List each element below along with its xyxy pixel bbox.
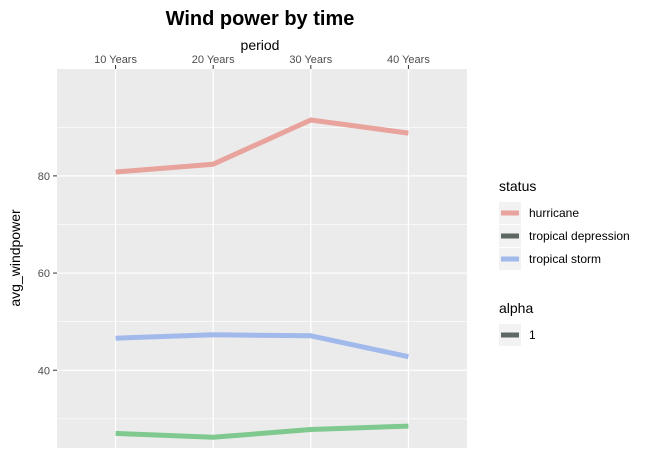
series-line-tropical-storm [115, 332, 409, 360]
y-axis-ticks: 40 60 80 [38, 171, 57, 377]
legend-label: hurricane [529, 206, 579, 220]
series-line-hurricane [115, 117, 409, 175]
legend-label: tropical storm [529, 252, 601, 266]
series-line-tropical-depression [115, 423, 409, 440]
legend-status: status hurricane tropical depression tropic… [499, 178, 630, 270]
legend-alpha: alpha 1 [499, 300, 536, 346]
y-tick-label: 40 [38, 365, 50, 377]
x-axis-ticks: 10 Years 20 Years 30 Years 40 Years [94, 54, 430, 69]
legend-label: tropical depression [529, 229, 630, 243]
chart-title: Wind power by time [166, 8, 355, 30]
legend-title: status [499, 178, 536, 194]
y-tick-label: 60 [38, 268, 50, 280]
panel-background [57, 69, 467, 448]
x-tick-label: 10 Years [94, 54, 137, 66]
plot-panel [57, 69, 467, 448]
x-tick-label: 40 Years [387, 54, 430, 66]
legend-label: 1 [529, 328, 536, 342]
x-axis-title: period [241, 37, 280, 53]
legend-title: alpha [499, 300, 533, 316]
x-tick-label: 20 Years [192, 54, 235, 66]
y-tick-label: 80 [38, 171, 50, 183]
legends: status hurricane tropical depression tropic… [499, 178, 630, 346]
x-tick-label: 30 Years [289, 54, 332, 66]
series-lines [115, 117, 409, 440]
y-axis-title: avg_windpower [7, 209, 23, 307]
